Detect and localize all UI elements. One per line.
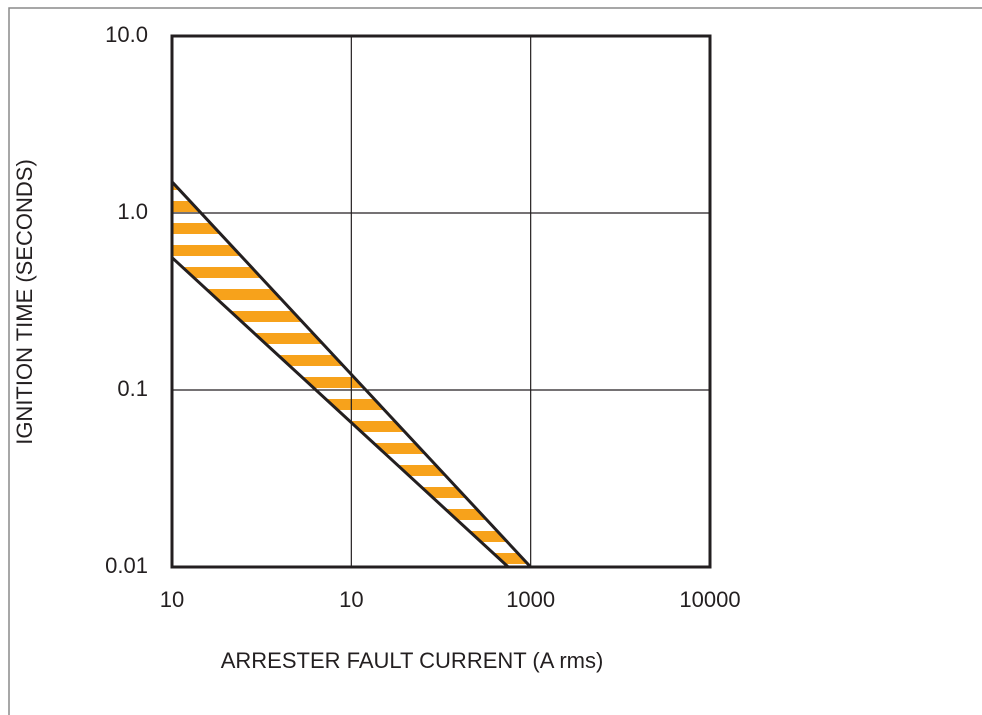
boundary-line xyxy=(170,180,532,569)
boundary-line xyxy=(170,256,510,569)
x-axis-title: ARRESTER FAULT CURRENT (A rms) xyxy=(221,648,604,673)
x-tick-label: 10000 xyxy=(679,587,740,612)
frame xyxy=(8,7,982,715)
y-tick-label: 0.01 xyxy=(105,553,148,578)
plot-frame xyxy=(170,34,712,569)
y-axis-title: IGNITION TIME (SECONDS) xyxy=(12,159,37,445)
y-tick-label: 1.0 xyxy=(117,199,148,224)
x-tick-label: 1000 xyxy=(506,587,555,612)
x-tick-label: 10 xyxy=(160,587,184,612)
y-tick-label: 0.1 xyxy=(117,376,148,401)
y-tick-label: 10.0 xyxy=(105,22,148,47)
x-tick-label: 10 xyxy=(339,587,363,612)
